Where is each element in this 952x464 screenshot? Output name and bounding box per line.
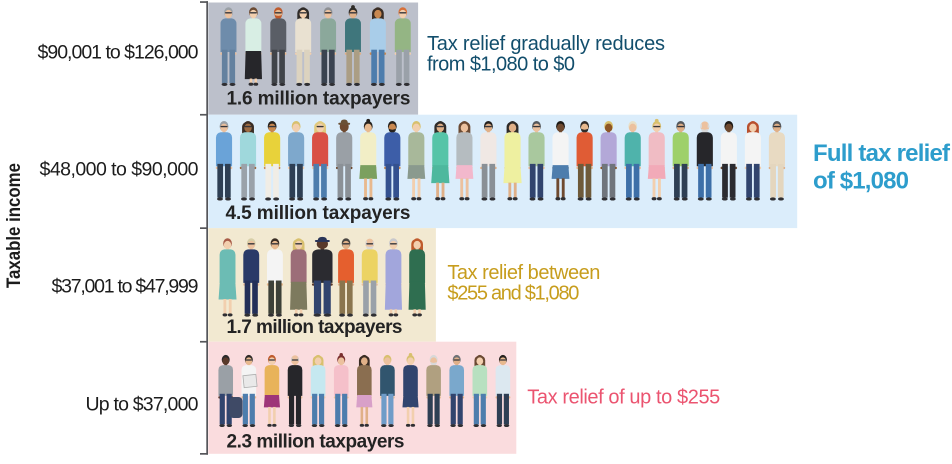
svg-text:4.5 million taxpayers: 4.5 million taxpayers bbox=[226, 203, 411, 224]
svg-text:of $1,080: of $1,080 bbox=[813, 167, 909, 194]
svg-text:Full tax relief: Full tax relief bbox=[813, 140, 951, 167]
svg-text:Tax relief between: Tax relief between bbox=[447, 262, 600, 284]
svg-text:Up to $37,000: Up to $37,000 bbox=[86, 393, 199, 415]
svg-text:$90,001 to $126,000: $90,001 to $126,000 bbox=[38, 42, 199, 64]
svg-text:from $1,080 to $0: from $1,080 to $0 bbox=[427, 54, 575, 76]
svg-text:$48,000 to $90,000: $48,000 to $90,000 bbox=[40, 158, 199, 180]
svg-text:Tax relief gradually reduces: Tax relief gradually reduces bbox=[427, 33, 665, 55]
svg-text:1.7 million taxpayers: 1.7 million taxpayers bbox=[227, 317, 403, 338]
svg-text:2.3 million taxpayers: 2.3 million taxpayers bbox=[227, 431, 405, 452]
svg-text:Taxable income: Taxable income bbox=[4, 163, 25, 288]
svg-text:$255 and $1,080: $255 and $1,080 bbox=[447, 283, 579, 305]
svg-text:1.6 million taxpayers: 1.6 million taxpayers bbox=[227, 89, 411, 110]
svg-text:Tax relief of up to $255: Tax relief of up to $255 bbox=[527, 386, 720, 408]
svg-text:$37,001 to $47,999: $37,001 to $47,999 bbox=[52, 276, 199, 298]
